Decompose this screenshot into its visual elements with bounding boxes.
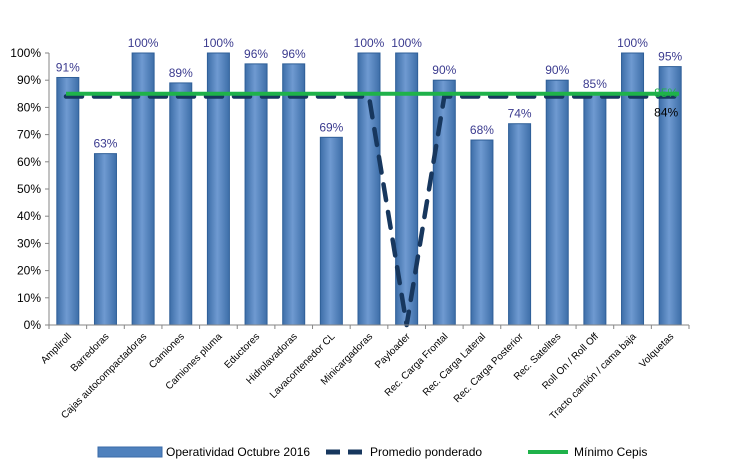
x-tick-label: Payloader (373, 331, 413, 371)
y-tick-label: 0% (24, 318, 42, 332)
bars (56, 52, 682, 326)
bar-data-label: 100% (391, 36, 422, 50)
y-tick-label: 60% (17, 155, 41, 169)
bar-data-label: 96% (244, 47, 268, 61)
bar-data-label: 96% (282, 47, 306, 61)
x-tick-label: Eductores (223, 331, 263, 371)
bar (508, 123, 532, 326)
x-tick-label: Ampliroll (39, 331, 74, 366)
y-tick-label: 10% (17, 291, 41, 305)
bar (583, 93, 607, 326)
bar (282, 63, 306, 326)
minimo-end-label: 85% (654, 86, 678, 100)
bar-data-label: 100% (128, 36, 159, 50)
bar (319, 136, 343, 326)
x-tick-label: Rec. Carga Frontal (383, 331, 451, 399)
bar-data-label: 69% (319, 120, 343, 134)
x-tick-label: Volquetas (637, 331, 676, 370)
bar-data-label: 68% (470, 123, 494, 137)
bar-data-label: 91% (56, 60, 80, 74)
bar (56, 76, 80, 326)
x-tick-label: Rec. Carga Lateral (421, 331, 488, 398)
x-tick-label: Camiones (147, 331, 187, 371)
legend-label-minimo: Mínimo Cepis (574, 445, 647, 459)
legend-bar-swatch (97, 446, 163, 458)
y-tick-label: 100% (10, 46, 41, 60)
bar (244, 63, 268, 326)
bar-data-label: 90% (432, 63, 456, 77)
promedio-end-label: 84% (654, 106, 678, 120)
y-tick-label: 80% (17, 100, 41, 114)
legend: Operatividad Octubre 2016 Promedio ponde… (97, 445, 647, 459)
bar-data-label: 100% (354, 36, 385, 50)
y-tick-label: 70% (17, 128, 41, 142)
x-tick-label: Rec. Carga Posterior (452, 331, 526, 405)
y-tick-label: 50% (17, 182, 41, 196)
bar-data-label: 74% (508, 107, 532, 121)
bar-data-label: 63% (93, 137, 117, 151)
legend-label-operatividad: Operatividad Octubre 2016 (166, 445, 310, 459)
y-axis: 0% 10% 20% 30% 40% 50% 60% 70% 80% 90% 100% (10, 46, 50, 332)
bar-data-label: 100% (203, 36, 234, 50)
legend-label-promedio: Promedio ponderado (370, 445, 482, 459)
y-tick-label: 90% (17, 73, 41, 87)
y-tick-label: 30% (17, 236, 41, 250)
bar (545, 79, 569, 326)
y-tick-label: 40% (17, 209, 41, 223)
bar (169, 82, 193, 326)
bar-data-label: 95% (658, 50, 682, 64)
bar (432, 79, 456, 326)
y-tick-label: 20% (17, 264, 41, 278)
bar-data-label: 89% (169, 66, 193, 80)
bar-data-label: 85% (583, 77, 607, 91)
bar-data-label: 100% (617, 36, 648, 50)
bar-data-label: 90% (545, 63, 569, 77)
bar (470, 139, 494, 326)
x-tick-label: Lavacontenedor CL (268, 331, 338, 401)
bar (93, 153, 117, 326)
bar-labels: 91% 63% 100% 89% 100% 96% 96% 69% 100% 100% 90% 68%… (56, 36, 683, 151)
lines: 84%85% (63, 86, 682, 328)
